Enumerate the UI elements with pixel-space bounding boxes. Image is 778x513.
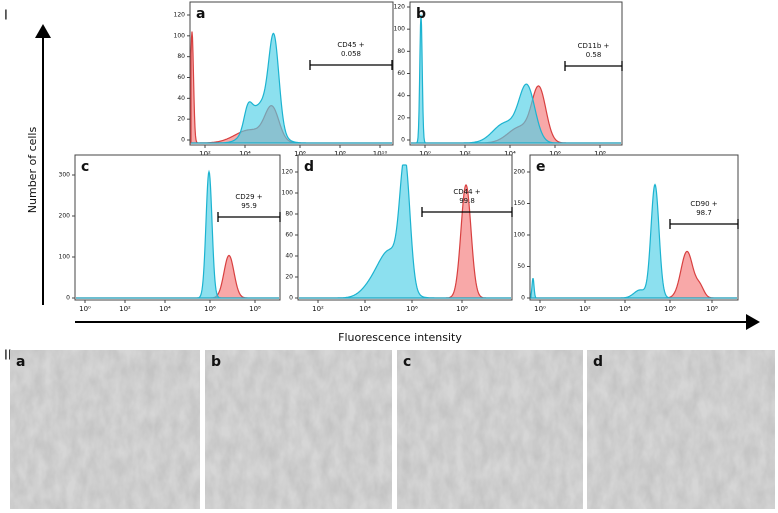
- x-axis-label: Fluorescence intensity: [338, 331, 462, 344]
- image-label: d: [593, 354, 603, 370]
- histogram-curve: [411, 14, 621, 144]
- gate-marker: CD29 +: [235, 193, 262, 201]
- gate-value: 0.058: [341, 50, 361, 58]
- y-tick-label: 40: [285, 253, 293, 260]
- y-tick-label: 0: [289, 295, 293, 302]
- gate-value: 0.58: [586, 51, 602, 59]
- gate-value: 95.9: [241, 202, 257, 210]
- y-tick-label: 50: [517, 263, 525, 270]
- x-tick-label: 10⁸: [706, 305, 718, 313]
- y-tick-label: 120: [174, 12, 186, 19]
- x-tick-label: 10⁸: [249, 305, 261, 313]
- x-tick-label: 10⁸: [334, 150, 346, 158]
- x-tick-label: 10²: [199, 150, 211, 158]
- y-tick-label: 80: [177, 53, 185, 60]
- y-tick-label: 40: [177, 95, 185, 102]
- section-label: II: [4, 349, 12, 364]
- x-tick-label: 10⁰: [534, 305, 546, 313]
- x-tick-label: 10²: [119, 305, 131, 313]
- y-tick-label: 100: [282, 190, 294, 197]
- section-label: I: [4, 9, 8, 24]
- y-tick-label: 60: [285, 232, 293, 239]
- y-tick-label: 60: [177, 74, 185, 81]
- x-tick-label: 10⁴: [239, 150, 251, 158]
- x-tick-label: 10¹⁰: [373, 150, 388, 158]
- histogram-curve: [76, 169, 279, 299]
- y-tick-label: 40: [397, 92, 405, 99]
- y-tick-label: 60: [397, 70, 405, 77]
- gate-marker: CD45 +: [337, 41, 364, 49]
- x-tick-label: 10⁶: [406, 305, 418, 313]
- x-tick-label: 10⁴: [159, 305, 171, 313]
- x-tick-label: 10⁶: [204, 305, 216, 313]
- gate-marker: CD11b +: [578, 42, 610, 50]
- y-tick-label: 100: [394, 26, 406, 33]
- x-tick-label: 10²: [312, 305, 324, 313]
- x-tick-label: 10⁶: [664, 305, 676, 313]
- x-tick-label: 10²: [579, 305, 591, 313]
- histogram-curve: [530, 183, 737, 299]
- y-tick-label: 20: [285, 274, 293, 281]
- y-tick-label: 80: [285, 211, 293, 218]
- y-tick-label: 0: [181, 137, 185, 144]
- x-tick-label: 10⁴: [359, 305, 371, 313]
- x-tick-label: 10⁰: [419, 150, 431, 158]
- y-tick-label: 0: [401, 137, 405, 144]
- image-label: a: [16, 354, 25, 370]
- histogram-curve: [191, 32, 392, 144]
- y-tick-label: 100: [59, 254, 71, 261]
- image-label: c: [403, 354, 411, 370]
- y-axis-label: Number of cells: [26, 127, 39, 214]
- y-tick-label: 120: [282, 169, 294, 176]
- y-tick-label: 0: [66, 295, 70, 302]
- gate-marker: CD44 +: [453, 188, 480, 196]
- y-tick-label: 20: [397, 114, 405, 121]
- y-tick-label: 100: [174, 32, 186, 39]
- x-tick-label: 10⁶: [549, 150, 561, 158]
- x-tick-label: 10⁸: [456, 305, 468, 313]
- micrograph: [587, 350, 775, 509]
- y-tick-label: 150: [514, 200, 526, 207]
- x-tick-label: 10⁴: [504, 150, 516, 158]
- x-tick-label: 10²: [459, 150, 471, 158]
- y-tick-label: 0: [521, 295, 525, 302]
- y-tick-label: 100: [514, 232, 526, 239]
- panel-frame: [74, 154, 281, 301]
- y-tick-label: 200: [59, 213, 71, 220]
- x-tick-label: 10⁸: [594, 150, 606, 158]
- gate-value: 98.7: [696, 209, 712, 217]
- gate-value: 99.8: [459, 197, 475, 205]
- x-tick-label: 10⁶: [294, 150, 306, 158]
- y-tick-label: 300: [59, 172, 71, 179]
- panel-label: d: [304, 159, 314, 175]
- y-tick-label: 200: [514, 169, 526, 176]
- image-label: b: [211, 354, 221, 370]
- panel-label: c: [81, 159, 89, 175]
- micrograph: [205, 350, 392, 509]
- panel-frame: [529, 154, 739, 301]
- panel-label: a: [196, 6, 205, 22]
- histogram-curve: [299, 164, 511, 299]
- x-tick-label: 10⁰: [79, 305, 91, 313]
- y-tick-label: 80: [397, 48, 405, 55]
- panel-frame: [189, 1, 394, 146]
- panel-label: b: [416, 6, 426, 22]
- gate-marker: CD90 +: [690, 200, 717, 208]
- micrograph: [10, 350, 200, 509]
- micrograph: [397, 350, 583, 509]
- y-tick-label: 120: [394, 4, 406, 11]
- x-tick-label: 10⁴: [619, 305, 631, 313]
- panel-label: e: [536, 159, 546, 175]
- y-tick-label: 20: [177, 116, 185, 123]
